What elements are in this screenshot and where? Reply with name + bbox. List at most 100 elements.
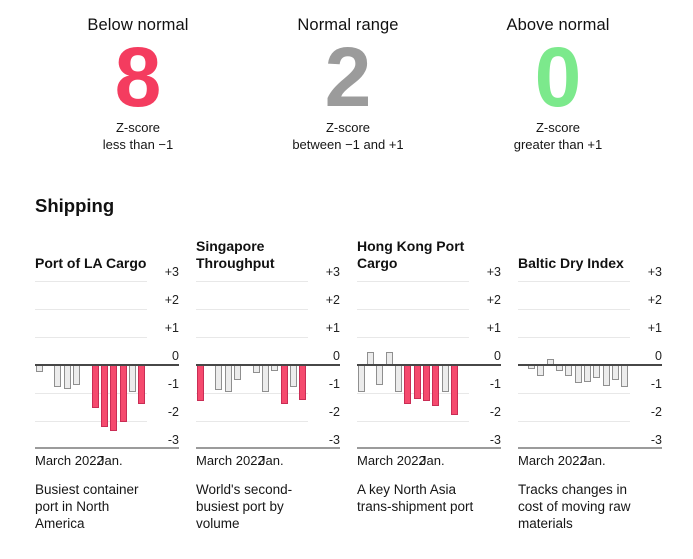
gridline: [518, 309, 630, 310]
bar-below-normal: [119, 365, 127, 423]
chart-title: Port of LA Cargo: [35, 254, 147, 271]
zero-axis-line: [35, 364, 179, 366]
x-axis-end-label: Jan.: [98, 453, 123, 468]
chart-caption: World's second-busiest port by volume: [196, 482, 293, 531]
summary-row: Below normal 8 Z-score less than −1 Norm…: [0, 0, 693, 153]
summary-card-label: Above normal: [506, 16, 610, 34]
zero-axis-line: [196, 364, 340, 366]
zscore-desc-line2: between −1 and +1: [292, 137, 404, 152]
bar-below-normal: [100, 365, 108, 427]
chart-baltic-dry-index: Baltic Dry Index +3 +2 +1 0 -1 -2 -3 March 202…: [518, 237, 662, 532]
summary-card-description: Z-score less than −1: [33, 119, 243, 153]
bar-below-normal: [280, 365, 288, 405]
bar-normal-range: [357, 365, 365, 392]
y-axis-tick-label: +1: [647, 321, 662, 335]
zscore-desc-line2: greater than +1: [513, 137, 603, 152]
summary-card-normal-range: Normal range 2 Z-score between −1 and +1: [243, 16, 453, 153]
summary-card-count: 2: [324, 30, 372, 124]
gridline: [357, 337, 469, 338]
gridline: [357, 421, 469, 422]
bar-normal-range: [252, 365, 260, 374]
gridline: [196, 337, 308, 338]
chart-singapore-throughput: Singapore Throughput +3 +2 +1 0 -1 -2 -3 March…: [196, 237, 340, 532]
bar-below-normal: [450, 365, 458, 416]
x-axis-start-label: March 2022: [518, 453, 587, 468]
bottom-axis-line: [518, 447, 662, 449]
bar-normal-range: [261, 365, 269, 392]
bar-normal-range: [215, 365, 223, 391]
summary-card-count: 0: [534, 30, 582, 124]
gridline: [35, 337, 147, 338]
bar-below-normal: [422, 365, 430, 402]
bar-normal-range: [574, 365, 582, 384]
zscore-desc-line1: Z-score: [535, 120, 581, 135]
summary-card-count: 8: [114, 30, 162, 124]
zero-axis-line: [357, 364, 501, 366]
chart-plot-area: +3 +2 +1 0 -1 -2 -3: [35, 265, 179, 449]
x-axis-labels: March 2022 Jan.: [35, 453, 179, 469]
y-axis-tick-label: +1: [486, 321, 501, 335]
y-axis-tick-label: +1: [325, 321, 340, 335]
zero-axis-line: [518, 364, 662, 366]
x-axis-labels: March 2022 Jan.: [196, 453, 340, 469]
gridline: [196, 309, 308, 310]
bar-normal-range: [441, 365, 449, 392]
gridline: [518, 421, 630, 422]
bottom-axis-line: [357, 447, 501, 449]
gridline: [196, 421, 308, 422]
summary-card-above-normal: Above normal 0 Z-score greater than +1: [453, 16, 663, 153]
summary-card-below-normal: Below normal 8 Z-score less than −1: [33, 16, 243, 153]
y-axis-tick-label: -1: [650, 377, 662, 391]
gridline: [518, 281, 630, 282]
y-axis-tick-label: 0: [172, 349, 179, 363]
bar-below-normal: [110, 365, 118, 431]
gridline: [518, 337, 630, 338]
bar-normal-range: [394, 365, 402, 392]
y-axis-tick-label: +2: [486, 293, 501, 307]
bar-below-normal: [138, 365, 146, 405]
y-axis-tick-label: -3: [328, 433, 340, 447]
bar-normal-range: [35, 365, 43, 372]
summary-card-description: Z-score between −1 and +1: [243, 119, 453, 153]
summary-card-label: Below normal: [87, 16, 189, 34]
y-axis-tick-label: +3: [164, 265, 179, 279]
x-axis-end-label: Jan.: [581, 453, 606, 468]
chart-port-of-la-cargo: Port of LA Cargo +3 +2 +1 0 -1 -2 -3 March 202…: [35, 237, 179, 532]
y-axis-tick-label: +2: [164, 293, 179, 307]
gridline: [357, 309, 469, 310]
bar-normal-range: [611, 365, 619, 381]
y-axis-tick-label: +3: [486, 265, 501, 279]
bar-normal-range: [602, 365, 610, 386]
bar-below-normal: [196, 365, 204, 402]
y-axis-tick-label: -1: [489, 377, 501, 391]
bar-normal-range: [63, 365, 71, 389]
gridline: [35, 281, 147, 282]
bar-normal-range: [621, 365, 629, 388]
gridline: [35, 309, 147, 310]
gridline: [196, 393, 308, 394]
bar-below-normal: [91, 365, 99, 409]
bar-normal-range: [376, 365, 384, 385]
charts-row: Port of LA Cargo +3 +2 +1 0 -1 -2 -3 March 202…: [35, 237, 693, 532]
bar-normal-range: [224, 365, 232, 392]
gridline: [357, 281, 469, 282]
bottom-axis-line: [196, 447, 340, 449]
chart-title: Hong Kong Port Cargo: [357, 238, 465, 271]
bar-below-normal: [404, 365, 412, 405]
summary-card-description: Z-score greater than +1: [453, 119, 663, 153]
y-axis-tick-label: -2: [167, 405, 179, 419]
bar-normal-range: [72, 365, 80, 385]
chart-title: Baltic Dry Index: [518, 254, 624, 271]
y-axis-tick-label: +3: [325, 265, 340, 279]
y-axis-tick-label: -2: [489, 405, 501, 419]
x-axis-end-label: Jan.: [259, 453, 284, 468]
y-axis-tick-label: -1: [328, 377, 340, 391]
bottom-axis-line: [35, 447, 179, 449]
bar-normal-range: [128, 365, 136, 392]
chart-plot-area: +3 +2 +1 0 -1 -2 -3: [357, 265, 501, 449]
y-axis-tick-label: -2: [650, 405, 662, 419]
y-axis-tick-label: 0: [494, 349, 501, 363]
gridline: [35, 421, 147, 422]
section-title-shipping: Shipping: [35, 195, 115, 216]
chart-caption: Tracks changes in cost of moving raw mat…: [518, 482, 631, 531]
